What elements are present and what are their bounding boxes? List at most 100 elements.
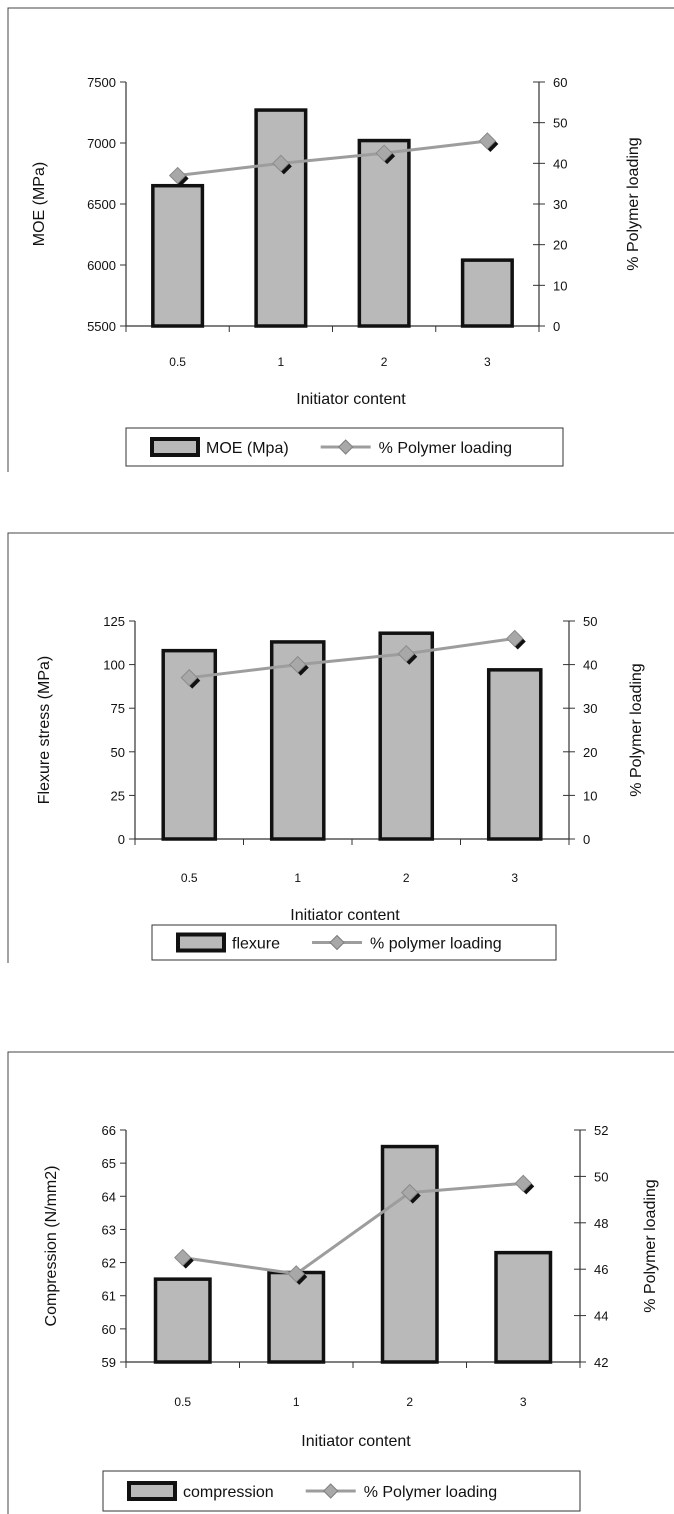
legend-label-line: % polymer loading	[370, 936, 502, 953]
chart-frame	[7, 1051, 674, 1514]
y-tick-label-right: 52	[594, 1123, 608, 1138]
y-tick-label-right: 48	[594, 1216, 608, 1231]
x-tick-label: 0.5	[169, 355, 186, 369]
y-tick-label-left: 75	[111, 701, 125, 716]
legend-label-bar: compression	[183, 1484, 274, 1501]
y-tick-label-right: 50	[553, 116, 567, 131]
line-marker	[287, 1265, 305, 1283]
y-tick-label-right: 30	[583, 701, 597, 716]
chart-frame	[7, 532, 674, 963]
legend-label-bar: MOE (Mpa)	[206, 440, 289, 457]
x-tick-label: 3	[484, 355, 491, 369]
y-tick-label-left: 65	[102, 1156, 116, 1171]
bar	[161, 648, 218, 841]
legend-bar-symbol	[176, 932, 226, 953]
x-tick-label: 1	[293, 1395, 300, 1409]
y-tick-label-left: 63	[102, 1222, 116, 1237]
y-axis-title-left: MOE (MPa)	[31, 162, 48, 246]
legend: flexure % polymer loading	[151, 924, 557, 961]
line-marker	[168, 166, 187, 185]
y-tick-label-right: 40	[583, 658, 597, 673]
y-tick-label-left: 0	[118, 832, 125, 847]
y-tick-label-right: 0	[553, 319, 560, 334]
legend-label-line: % Polymer loading	[364, 1484, 497, 1501]
y-tick-label-left: 6000	[87, 258, 116, 273]
bar	[269, 640, 326, 841]
x-tick-label: 3	[511, 871, 518, 885]
chart-2: 0 25 50 75 100 125 0 10 20 30 40 50 0.5 1 2 3 Flexure st…	[7, 532, 674, 963]
line-marker	[272, 154, 290, 173]
bar	[380, 1144, 439, 1364]
bar	[267, 1270, 326, 1364]
y-tick-label-right: 50	[594, 1169, 608, 1184]
y-tick-label-left: 50	[111, 745, 125, 760]
y-tick-label-right: 44	[594, 1309, 608, 1324]
line-marker	[478, 132, 497, 150]
x-tick-label: 0.5	[174, 1395, 191, 1409]
line-marker	[174, 1248, 192, 1267]
bar	[378, 631, 435, 841]
legend-label-line: % Polymer loading	[379, 440, 512, 457]
y-tick-label-right: 40	[553, 156, 567, 171]
x-tick-label: 0.5	[181, 871, 198, 885]
legend-diamond-marker	[337, 439, 354, 455]
line-marker	[180, 668, 198, 687]
y-tick-label-left: 125	[103, 614, 125, 629]
line-marker	[289, 655, 307, 674]
y-tick-label-left: 6500	[87, 197, 116, 212]
y-tick-label-right: 30	[553, 197, 567, 212]
series-line	[189, 636, 515, 680]
x-tick-label: 2	[381, 355, 388, 369]
y-axis-title-right: % Polymer loading	[625, 137, 642, 270]
line-marker	[506, 629, 524, 648]
y-axis-title-left: Compression (N/mm2)	[43, 1166, 60, 1327]
x-axis-title: Initiator content	[296, 391, 406, 408]
y-axis-title-right: % Polymer loading	[628, 663, 645, 796]
line-marker	[375, 144, 393, 162]
y-tick-label-right: 46	[594, 1262, 608, 1277]
y-tick-label-right: 42	[594, 1355, 608, 1370]
bar	[460, 258, 514, 328]
legend-diamond-marker	[329, 934, 345, 951]
y-tick-label-left: 61	[102, 1289, 116, 1304]
bar	[153, 1277, 212, 1364]
bar	[357, 138, 411, 328]
chart-3: 59 60 61 62 63 64 65 66 42 44 46 48 50 52 0.5 1 2 3 Compre…	[7, 1051, 674, 1514]
y-axis-title-right: % Polymer loading	[642, 1179, 659, 1312]
line-marker	[397, 644, 415, 663]
y-tick-label-right: 50	[583, 614, 597, 629]
y-tick-label-left: 7000	[87, 136, 116, 151]
x-axis-title: Initiator content	[290, 907, 400, 924]
series-line	[182, 1181, 524, 1276]
legend-diamond-marker	[322, 1483, 339, 1499]
y-tick-label-right: 10	[553, 278, 567, 293]
x-tick-label: 1	[278, 355, 285, 369]
bar	[486, 668, 543, 841]
legend: MOE (Mpa) % Polymer loading	[125, 427, 564, 467]
line-marker	[514, 1174, 532, 1193]
y-tick-label-left: 25	[111, 788, 125, 803]
y-tick-label-left: 66	[102, 1123, 116, 1138]
legend-label-bar: flexure	[232, 936, 280, 953]
y-tick-label-left: 5500	[87, 319, 116, 334]
y-tick-label-left: 7500	[87, 75, 116, 90]
bar	[254, 108, 308, 328]
y-tick-label-left: 59	[102, 1355, 116, 1370]
series-line	[177, 139, 488, 178]
x-axis-title: Initiator content	[301, 1433, 411, 1450]
y-tick-label-left: 60	[102, 1322, 116, 1337]
y-tick-label-left: 64	[102, 1189, 116, 1204]
legend-bar-symbol	[150, 437, 200, 457]
y-tick-label-left: 100	[103, 658, 125, 673]
x-tick-label: 3	[520, 1395, 527, 1409]
legend: compression % Polymer loading	[102, 1470, 581, 1512]
bar	[494, 1250, 553, 1364]
y-tick-label-right: 20	[553, 238, 567, 253]
x-tick-label: 2	[406, 1395, 413, 1409]
y-tick-label-right: 60	[553, 75, 567, 90]
y-tick-label-right: 20	[583, 745, 597, 760]
chart-frame	[7, 7, 674, 472]
y-tick-label-right: 10	[583, 788, 597, 803]
line-marker	[401, 1183, 419, 1202]
